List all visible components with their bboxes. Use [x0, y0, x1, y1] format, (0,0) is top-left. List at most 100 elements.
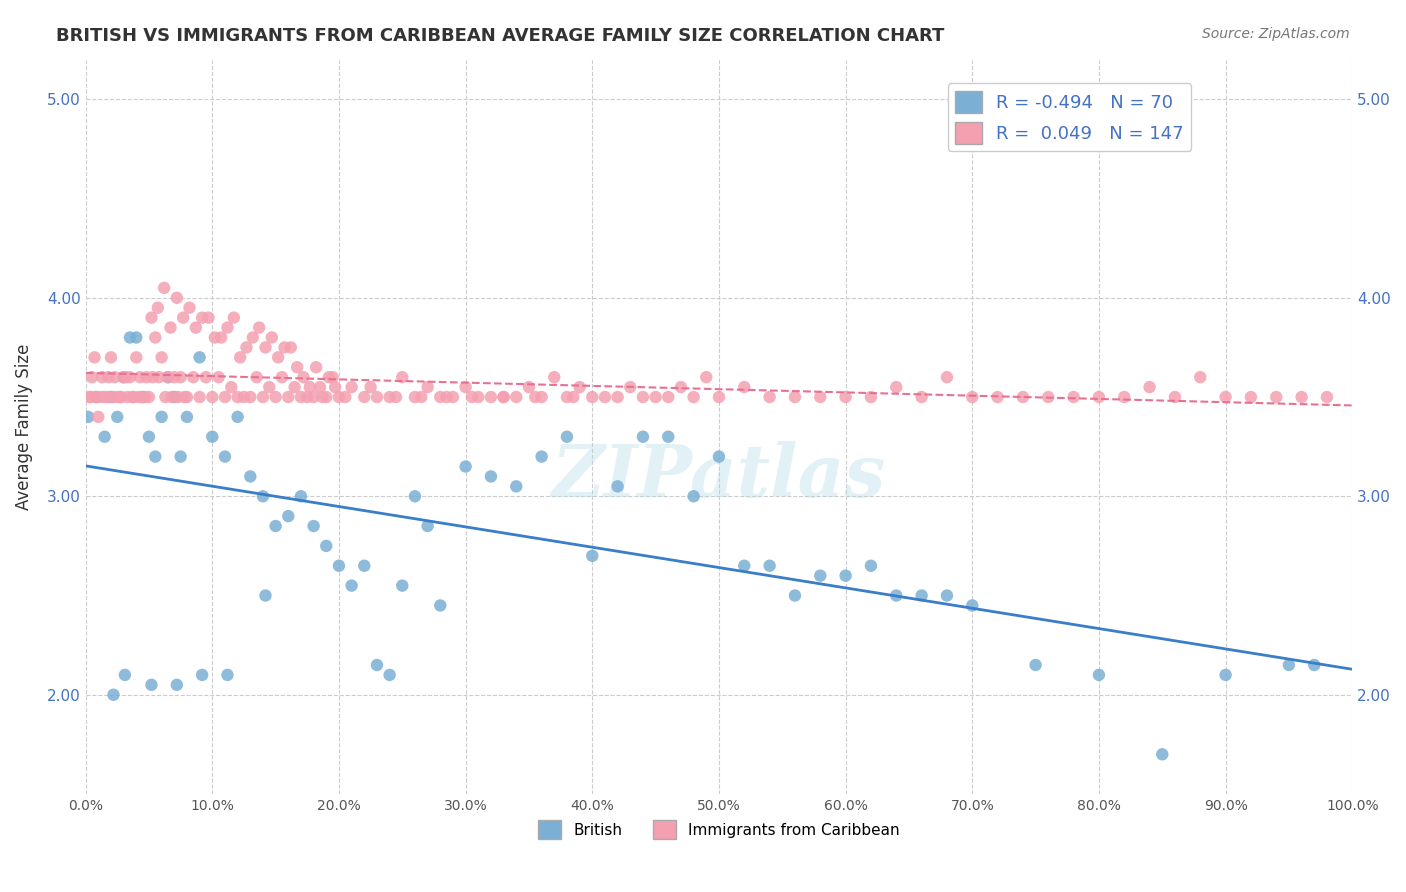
- Point: [112, 370, 135, 384]
- Point: [141, 310, 163, 325]
- Point: [112, 370, 135, 384]
- Point: [135, 370, 157, 384]
- Point: [669, 380, 692, 394]
- Point: [155, 390, 177, 404]
- Point: [188, 390, 211, 404]
- Point: [197, 310, 219, 325]
- Point: [167, 390, 190, 404]
- Point: [808, 390, 831, 404]
- Point: [115, 370, 138, 384]
- Point: [562, 390, 585, 404]
- Point: [1164, 390, 1187, 404]
- Text: ZIPatlas: ZIPatlas: [553, 441, 886, 512]
- Point: [280, 340, 302, 354]
- Point: [290, 390, 312, 404]
- Point: [385, 390, 408, 404]
- Point: [188, 351, 211, 365]
- Point: [117, 390, 139, 404]
- Point: [264, 519, 287, 533]
- Point: [429, 599, 451, 613]
- Point: [884, 380, 907, 394]
- Point: [87, 409, 110, 424]
- Point: [479, 469, 502, 483]
- Point: [305, 360, 328, 375]
- Point: [284, 380, 307, 394]
- Point: [103, 390, 125, 404]
- Point: [366, 658, 388, 673]
- Point: [1215, 668, 1237, 682]
- Point: [1114, 390, 1136, 404]
- Point: [340, 578, 363, 592]
- Point: [783, 589, 806, 603]
- Point: [128, 390, 150, 404]
- Point: [246, 370, 269, 384]
- Point: [411, 390, 433, 404]
- Point: [143, 450, 166, 464]
- Point: [142, 370, 165, 384]
- Point: [682, 489, 704, 503]
- Point: [91, 370, 114, 384]
- Point: [172, 310, 194, 325]
- Point: [416, 380, 439, 394]
- Point: [86, 390, 108, 404]
- Point: [298, 380, 321, 394]
- Point: [884, 589, 907, 603]
- Point: [217, 668, 239, 682]
- Point: [176, 390, 198, 404]
- Point: [1012, 390, 1035, 404]
- Point: [214, 450, 236, 464]
- Point: [93, 430, 115, 444]
- Point: [80, 370, 103, 384]
- Point: [292, 370, 315, 384]
- Point: [1278, 658, 1301, 673]
- Point: [166, 291, 188, 305]
- Point: [707, 450, 730, 464]
- Text: Source: ZipAtlas.com: Source: ZipAtlas.com: [1202, 27, 1350, 41]
- Point: [226, 409, 249, 424]
- Point: [657, 390, 679, 404]
- Point: [131, 390, 153, 404]
- Point: [429, 390, 451, 404]
- Point: [859, 390, 882, 404]
- Point: [131, 390, 153, 404]
- Point: [391, 370, 413, 384]
- Point: [436, 390, 458, 404]
- Point: [962, 599, 984, 613]
- Point: [125, 351, 148, 365]
- Point: [606, 390, 628, 404]
- Point: [467, 390, 489, 404]
- Point: [910, 589, 932, 603]
- Point: [114, 668, 136, 682]
- Point: [492, 390, 515, 404]
- Point: [148, 370, 170, 384]
- Point: [83, 351, 105, 365]
- Point: [530, 390, 553, 404]
- Point: [808, 568, 831, 582]
- Point: [360, 380, 382, 394]
- Point: [1240, 390, 1263, 404]
- Point: [1025, 658, 1047, 673]
- Point: [239, 390, 262, 404]
- Point: [1291, 390, 1313, 404]
- Point: [252, 489, 274, 503]
- Point: [191, 310, 214, 325]
- Point: [121, 390, 143, 404]
- Point: [631, 390, 654, 404]
- Point: [581, 390, 603, 404]
- Point: [169, 450, 191, 464]
- Point: [1152, 747, 1174, 762]
- Point: [378, 668, 401, 682]
- Point: [543, 370, 565, 384]
- Point: [242, 330, 264, 344]
- Point: [441, 390, 464, 404]
- Point: [631, 430, 654, 444]
- Point: [1088, 390, 1111, 404]
- Point: [302, 519, 325, 533]
- Point: [733, 380, 755, 394]
- Point: [239, 469, 262, 483]
- Point: [273, 340, 295, 354]
- Point: [524, 390, 547, 404]
- Point: [226, 390, 249, 404]
- Point: [454, 459, 477, 474]
- Point: [159, 320, 181, 334]
